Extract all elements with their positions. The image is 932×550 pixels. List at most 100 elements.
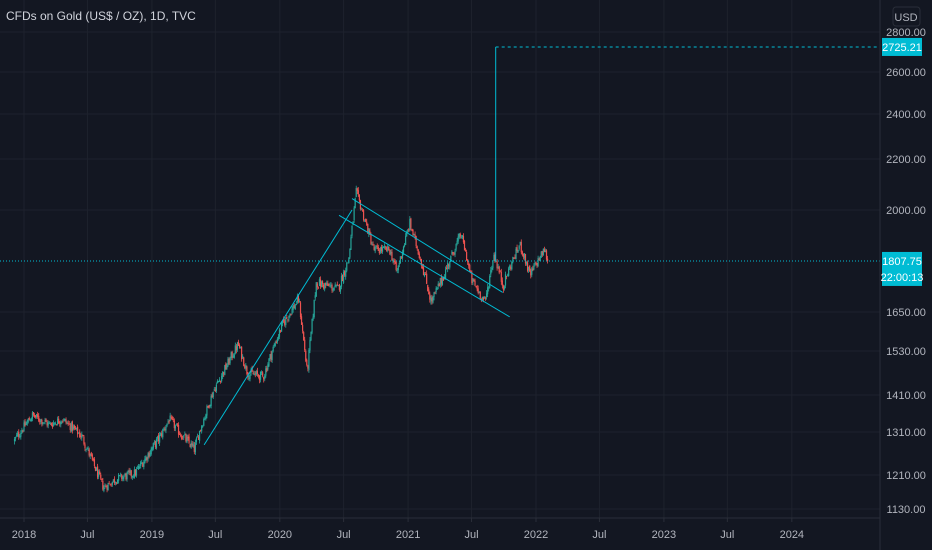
price-tags: 2725.21 1807.75 22:00:13: [881, 37, 923, 286]
candle-body: [455, 244, 457, 250]
y-tick-label: 1650.00: [886, 307, 926, 319]
candle-body: [105, 486, 107, 488]
candle-body: [463, 240, 466, 251]
candle-body: [264, 375, 266, 379]
candle-body: [84, 444, 86, 449]
candle-body: [280, 323, 283, 332]
candle-body: [298, 301, 301, 302]
candle-body: [277, 336, 280, 339]
candle-body: [513, 257, 515, 259]
candle-body: [87, 448, 89, 450]
candle-body: [37, 414, 39, 417]
candle-body: [44, 420, 46, 422]
candle-body: [307, 365, 309, 369]
candle-body: [23, 422, 25, 432]
candle-body: [133, 469, 135, 478]
candle-body: [525, 262, 528, 264]
candle-body: [119, 475, 121, 476]
currency-label: USD: [894, 12, 917, 24]
candle-body: [299, 302, 302, 318]
candle-body: [228, 358, 230, 365]
candle-body: [266, 367, 268, 371]
candle-body: [184, 434, 186, 435]
candle-body: [216, 380, 219, 384]
candle-body: [425, 274, 427, 275]
candle-body: [333, 288, 335, 291]
candle-body: [156, 436, 159, 439]
drawings[interactable]: [0, 46, 880, 446]
candle-body: [71, 421, 73, 431]
candle-body: [95, 467, 98, 471]
candle-body: [458, 233, 460, 238]
candle-body: [340, 275, 343, 287]
candle-body: [16, 435, 18, 437]
channel-lower-line[interactable]: [338, 214, 510, 318]
candle-body: [295, 304, 297, 306]
candle-body: [535, 262, 537, 264]
candle-body: [415, 236, 417, 247]
candle-body: [453, 253, 455, 255]
candle-body: [267, 364, 269, 370]
channel-upper-line[interactable]: [351, 198, 503, 293]
candle-body: [108, 483, 110, 484]
candle-body: [361, 209, 364, 211]
candle-body: [409, 219, 411, 231]
candle-body: [63, 418, 65, 422]
candle-body: [366, 221, 368, 225]
candle-body: [507, 275, 509, 277]
candle-body: [368, 229, 370, 235]
candle-body: [136, 467, 139, 469]
candle-body: [107, 483, 109, 491]
x-tick-label: Jul: [720, 529, 734, 541]
candle-body: [494, 254, 496, 262]
x-tick-label: Jul: [80, 529, 94, 541]
x-tick-label: 2019: [140, 529, 164, 541]
candle-body: [386, 246, 388, 251]
candle-body: [320, 281, 323, 288]
candle-body: [355, 188, 357, 197]
candle-body: [110, 485, 112, 487]
candle-body: [398, 262, 400, 265]
candle-body: [474, 280, 476, 286]
candle-body: [472, 278, 474, 282]
trendline-line[interactable]: [203, 209, 353, 446]
candle-body: [345, 270, 347, 277]
candle-body: [427, 285, 429, 292]
candle-body: [378, 250, 380, 253]
candle-body: [439, 277, 441, 286]
candle-body: [177, 424, 180, 435]
candle-body: [358, 195, 360, 201]
candle-body: [487, 287, 489, 295]
currency-button[interactable]: [892, 6, 921, 27]
candle-body: [125, 473, 127, 480]
candle-body: [183, 435, 185, 438]
candle-body: [370, 234, 372, 244]
candle-body: [265, 368, 267, 376]
candle-body: [365, 218, 367, 222]
candle-body: [529, 265, 531, 272]
candle-body: [79, 431, 81, 438]
candle-body: [385, 247, 387, 249]
y-tick-label: 1210.00: [886, 470, 926, 482]
candle-body: [437, 283, 439, 287]
candle-body: [497, 266, 499, 268]
candle-body: [275, 342, 277, 344]
candle-body: [182, 438, 184, 440]
candle-body: [284, 321, 286, 325]
candle-body: [405, 236, 407, 245]
candle-body: [232, 356, 234, 358]
candle-body: [142, 463, 144, 467]
candle-body: [400, 256, 403, 258]
candle-body: [393, 260, 395, 262]
candle-body: [369, 230, 371, 235]
candle-body: [454, 250, 456, 255]
candle-body: [190, 442, 192, 448]
candle-body: [321, 281, 324, 285]
candle-body: [351, 225, 353, 236]
candle-body: [423, 273, 426, 276]
candle-body: [447, 263, 449, 270]
candle-body: [485, 293, 488, 298]
candle-body: [359, 200, 362, 210]
candle-body: [196, 436, 199, 438]
